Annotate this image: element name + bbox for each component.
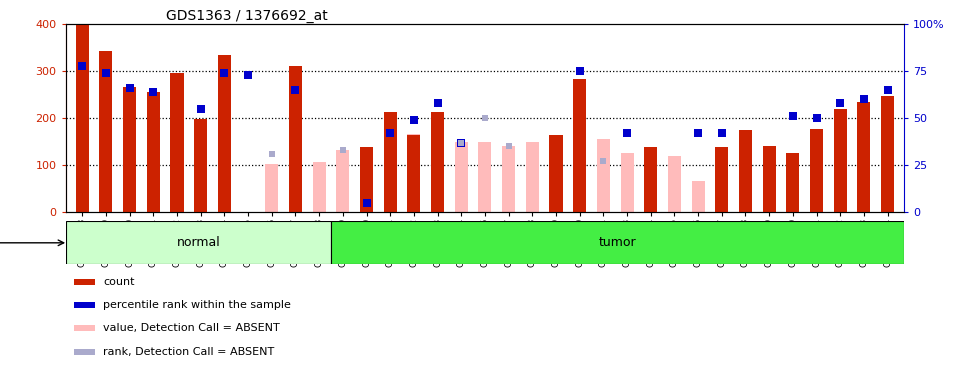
Text: percentile rank within the sample: percentile rank within the sample (103, 300, 292, 310)
Text: GDS1363 / 1376692_at: GDS1363 / 1376692_at (166, 9, 328, 23)
Bar (786, 153, 799, 212)
Point (241, 72, 256, 78)
Bar (289, 66, 302, 212)
Bar (858, 102, 870, 212)
Bar (331, 221, 904, 264)
Point (572, 68, 587, 74)
Bar (502, 146, 515, 212)
Bar (881, 96, 895, 212)
Bar (194, 118, 208, 212)
Point (264, 151, 279, 157)
Point (453, 140, 469, 146)
Bar (431, 112, 444, 212)
Bar (147, 92, 159, 212)
Point (193, 106, 209, 112)
Point (880, 87, 895, 93)
Bar (597, 139, 610, 212)
Point (596, 158, 611, 164)
Bar (455, 142, 468, 212)
Point (146, 89, 161, 95)
Text: count: count (103, 277, 135, 287)
Bar (66, 221, 331, 264)
Bar (313, 162, 326, 212)
Text: rank, Detection Call = ABSENT: rank, Detection Call = ABSENT (103, 347, 274, 357)
Point (856, 96, 871, 102)
Bar (74, 279, 95, 285)
Point (406, 117, 421, 123)
Bar (74, 326, 95, 332)
Point (833, 100, 848, 106)
Point (358, 200, 374, 206)
Bar (360, 147, 373, 212)
Bar (692, 182, 704, 212)
Bar (408, 135, 420, 212)
Bar (620, 153, 634, 212)
Bar (715, 147, 728, 212)
Bar (573, 79, 586, 212)
Text: tumor: tumor (599, 236, 637, 249)
Point (430, 100, 445, 106)
Bar (99, 51, 112, 212)
Bar (786, 157, 799, 212)
Bar (384, 112, 397, 212)
Bar (739, 130, 752, 212)
Bar (478, 142, 492, 212)
Point (691, 130, 706, 136)
Bar (170, 73, 184, 212)
Bar (75, 24, 89, 212)
Point (501, 143, 517, 149)
Text: disease state: disease state (0, 238, 64, 248)
Bar (526, 142, 539, 212)
Point (453, 140, 469, 146)
Bar (408, 134, 420, 212)
Point (74, 63, 90, 69)
Point (785, 113, 801, 119)
Text: normal: normal (177, 236, 220, 249)
Bar (668, 156, 681, 212)
Bar (74, 302, 95, 308)
Bar (74, 349, 95, 355)
Bar (762, 153, 776, 212)
Bar (550, 135, 562, 212)
Bar (644, 147, 657, 212)
Point (619, 130, 635, 136)
Bar (336, 150, 350, 212)
Bar (123, 87, 136, 212)
Bar (834, 109, 847, 212)
Bar (218, 55, 231, 212)
Point (477, 115, 493, 121)
Point (122, 85, 137, 91)
Point (288, 87, 303, 93)
Bar (810, 129, 823, 212)
Point (714, 130, 729, 136)
Point (335, 147, 351, 153)
Text: value, Detection Call = ABSENT: value, Detection Call = ABSENT (103, 323, 280, 333)
Point (383, 130, 398, 136)
Bar (762, 146, 776, 212)
Bar (266, 164, 278, 212)
Point (99, 70, 114, 76)
Point (216, 70, 232, 76)
Point (809, 115, 824, 121)
